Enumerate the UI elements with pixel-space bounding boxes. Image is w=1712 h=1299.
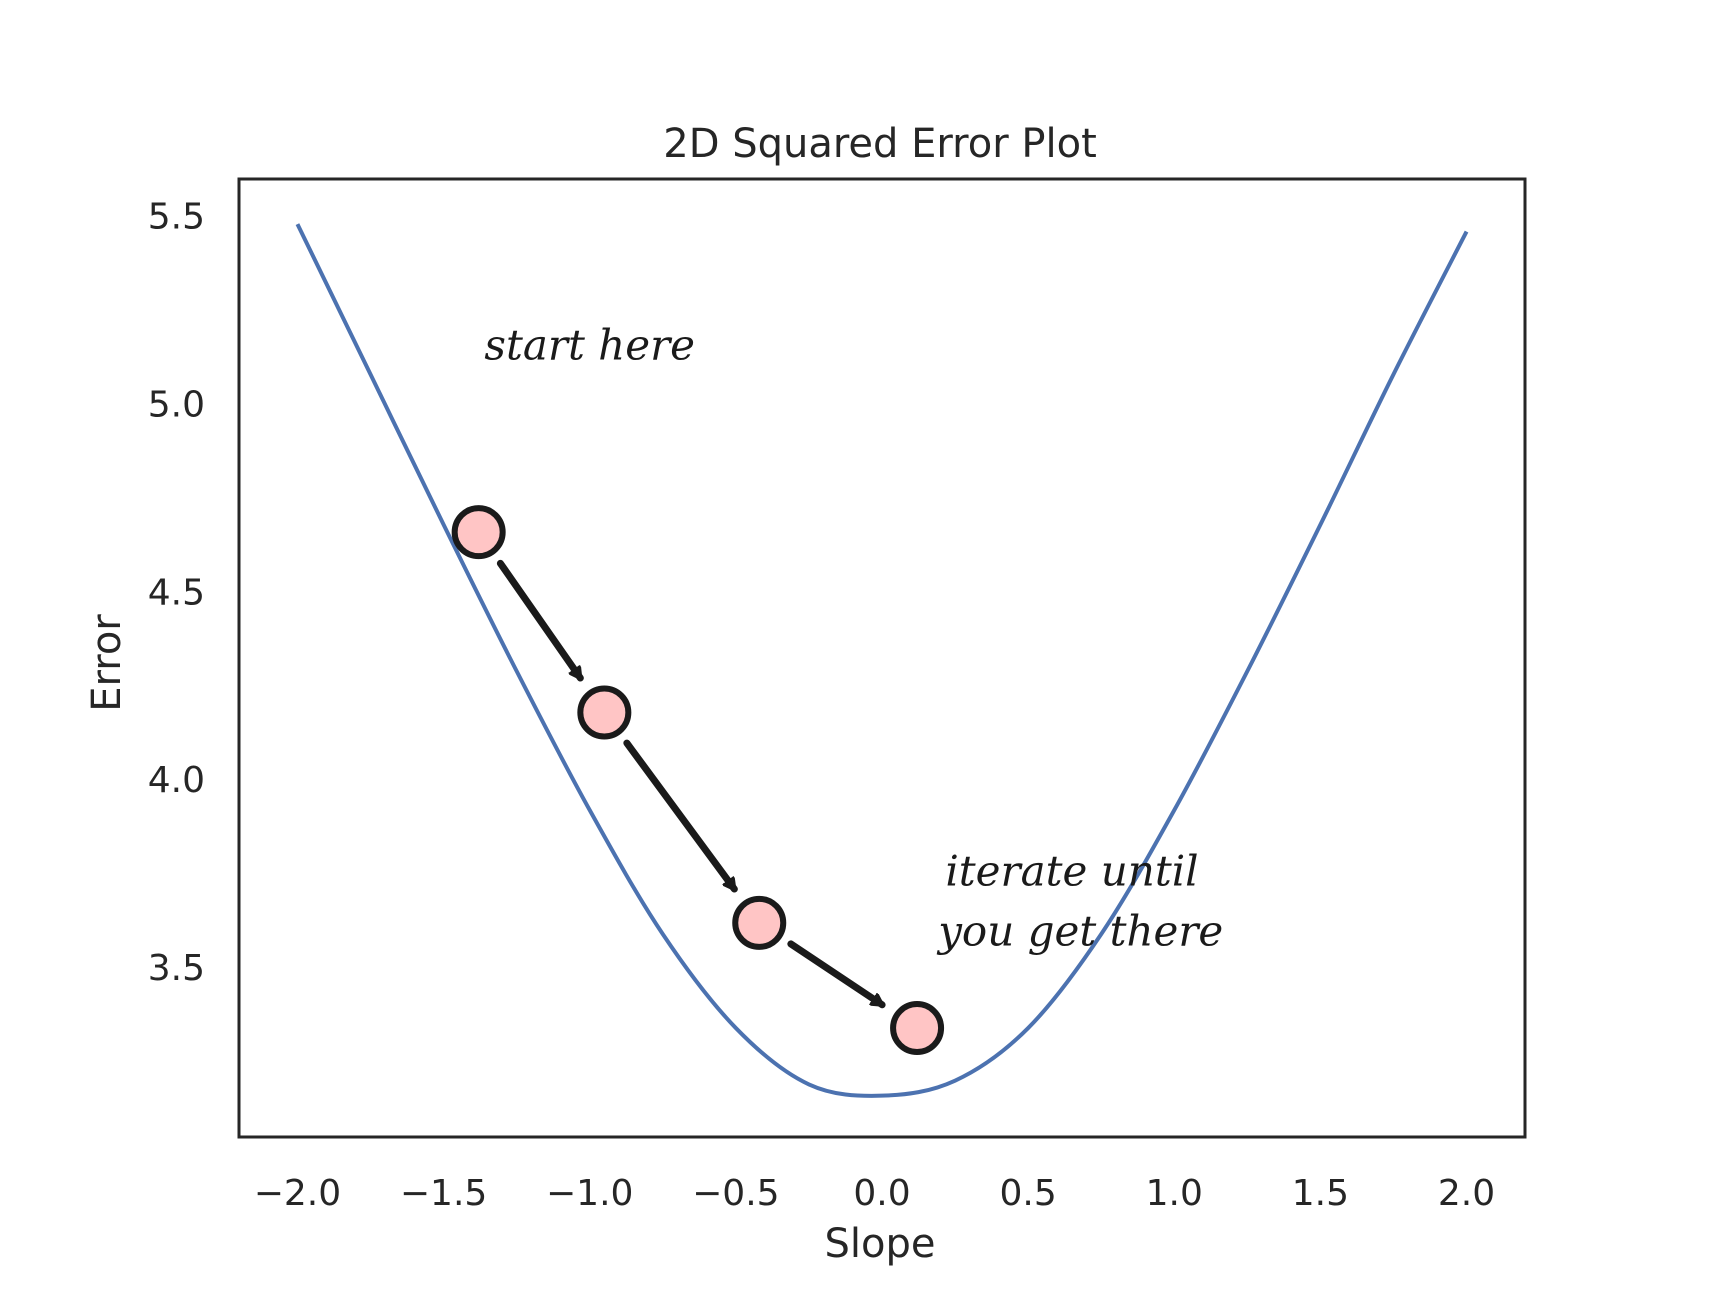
axes-frame	[237, 177, 1527, 1139]
x-tick-label: −1.0	[546, 1173, 633, 1214]
iteration-arrow	[496, 559, 584, 682]
error-curve-line	[295, 223, 1469, 1098]
x-tick-label: 0.0	[853, 1173, 910, 1214]
y-tick-label: 4.5	[148, 572, 205, 613]
y-axis-label: Error	[84, 614, 130, 712]
y-tick-label: 3.5	[148, 948, 205, 989]
iteration-arrow	[623, 739, 738, 893]
iteration-arrows	[496, 559, 886, 1009]
y-tick-label: 4.0	[148, 760, 205, 801]
y-axis-ticks: 3.5 4.0 4.5 5.0 5.5	[148, 197, 205, 989]
x-tick-label: −0.5	[692, 1173, 779, 1214]
iteration-point	[732, 895, 787, 950]
iteration-point	[577, 685, 632, 740]
x-tick-label: 1.5	[1292, 1173, 1349, 1214]
x-tick-label: 0.5	[1000, 1173, 1057, 1214]
x-axis-ticks: −2.0 −1.5 −1.0 −0.5 0.0 0.5 1.0 1.5 2.0	[254, 1173, 1495, 1214]
x-axis-label: Slope	[825, 1221, 936, 1267]
x-tick-label: 1.0	[1146, 1173, 1203, 1214]
x-tick-label: 2.0	[1438, 1173, 1495, 1214]
annotation-text: iterate until	[945, 846, 1198, 895]
x-tick-label: −2.0	[254, 1173, 341, 1214]
iteration-point	[451, 505, 506, 560]
annotation-text: you get there	[936, 906, 1223, 955]
x-tick-label: −1.5	[400, 1173, 487, 1214]
y-tick-label: 5.5	[148, 197, 205, 238]
iteration-arrow	[787, 940, 886, 1009]
annotations: start here iterate until you get there	[484, 320, 1223, 955]
plot-area	[295, 223, 1469, 1098]
chart-title: 2D Squared Error Plot	[663, 121, 1097, 167]
iteration-points	[451, 505, 945, 1056]
iteration-point	[890, 1001, 945, 1056]
annotation-text: start here	[484, 320, 695, 369]
y-tick-label: 5.0	[148, 384, 205, 425]
